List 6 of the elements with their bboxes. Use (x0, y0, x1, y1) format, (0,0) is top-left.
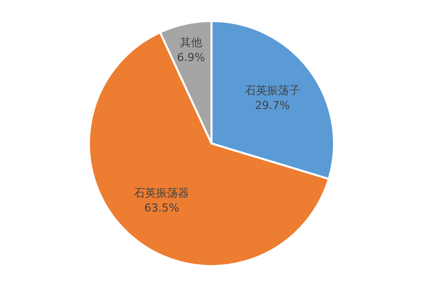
data-label: 6.9% (176, 51, 205, 64)
slice-label: 石英振荡器 (134, 186, 190, 200)
slice-label: 其他 (180, 36, 202, 50)
data-label: 63.5% (144, 202, 180, 215)
data-label: 29.7% (255, 99, 290, 112)
slice-label: 石英振荡子 (244, 84, 300, 98)
